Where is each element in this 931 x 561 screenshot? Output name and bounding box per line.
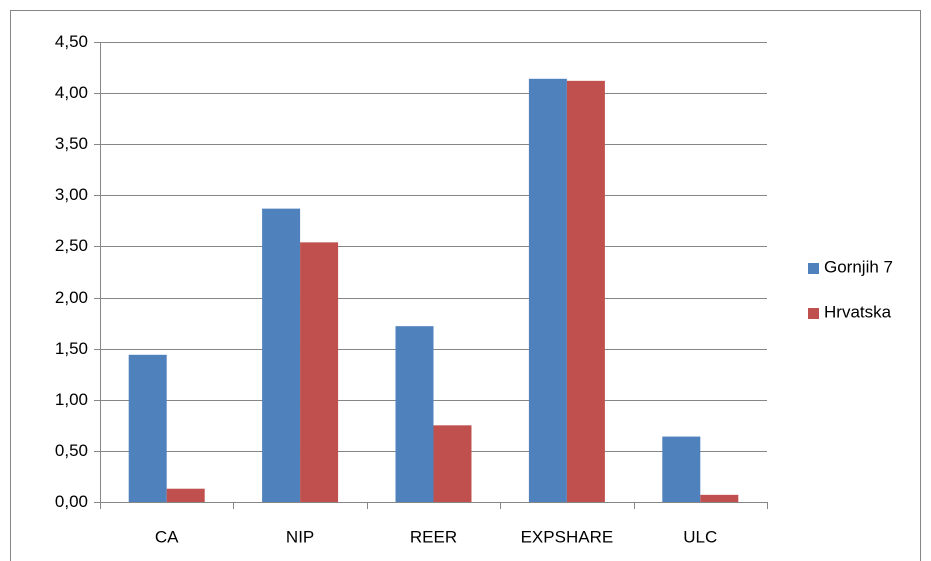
- x-tick-label: REER: [410, 527, 457, 546]
- bar: [528, 78, 567, 503]
- bar: [262, 208, 301, 502]
- y-tick-label: 3,00: [55, 185, 88, 204]
- y-tick-label: 0,50: [55, 441, 88, 460]
- y-tick-label: 2,50: [55, 236, 88, 255]
- chart-frame: [10, 10, 921, 561]
- bar: [566, 80, 605, 502]
- legend-label: Hrvatska: [824, 302, 892, 321]
- bar: [395, 326, 434, 502]
- y-tick-label: 4,00: [55, 83, 88, 102]
- y-tick-label: 1,00: [55, 390, 88, 409]
- legend-label: Gornjih 7: [824, 257, 893, 276]
- y-tick-label: 0,00: [55, 492, 88, 511]
- bar: [662, 436, 701, 502]
- x-tick-label: EXPSHARE: [521, 527, 614, 546]
- legend-swatch: [808, 308, 819, 319]
- bar: [433, 425, 472, 502]
- y-tick-label: 3,50: [55, 134, 88, 153]
- y-tick-label: 4,50: [55, 32, 88, 51]
- y-tick-label: 2,00: [55, 288, 88, 307]
- y-tick-label: 1,50: [55, 339, 88, 358]
- bar: [300, 242, 339, 502]
- x-tick-label: CA: [155, 527, 179, 546]
- x-tick-label: ULC: [683, 527, 717, 546]
- bar: [700, 494, 739, 502]
- bar: [166, 488, 205, 502]
- legend-swatch: [808, 263, 819, 274]
- bar: [128, 354, 167, 502]
- x-tick-label: NIP: [286, 527, 314, 546]
